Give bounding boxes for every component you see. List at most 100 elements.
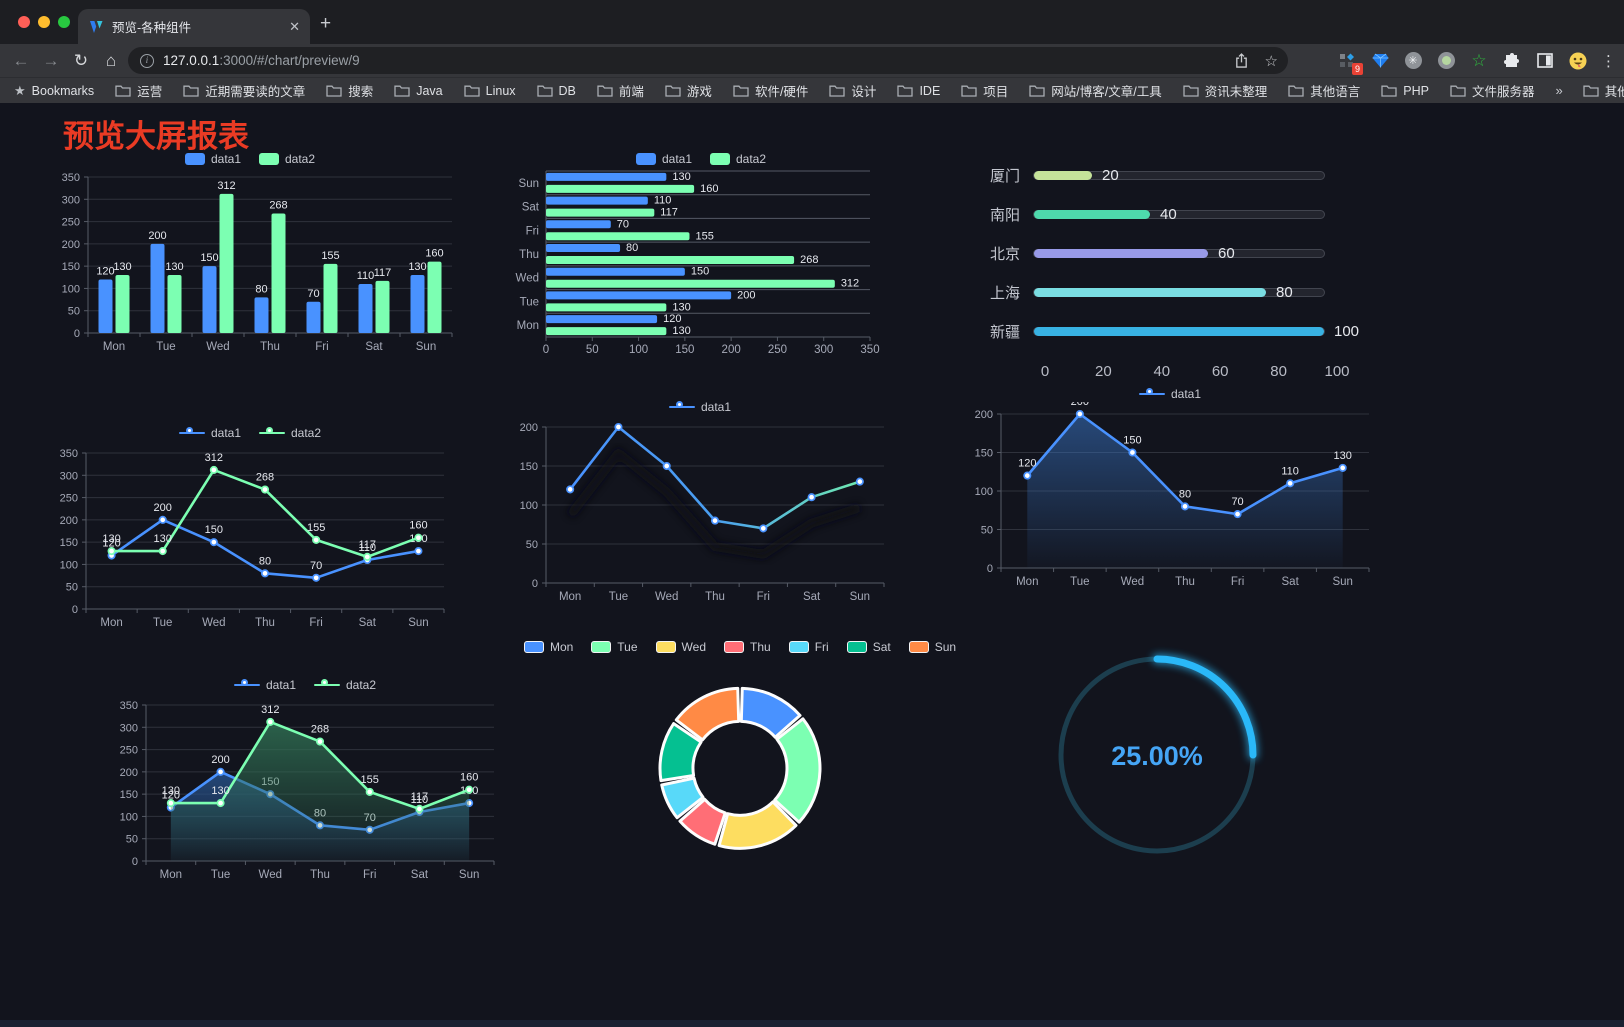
bookmark-folder[interactable]: PHP <box>1381 81 1429 100</box>
legend-item[interactable]: data2 <box>259 426 321 440</box>
data-point <box>315 737 325 746</box>
chart-text: Thu <box>310 869 330 881</box>
legend-item[interactable]: data1 <box>635 152 692 166</box>
data-point <box>1023 471 1032 480</box>
site-info-icon[interactable]: i <box>140 53 154 68</box>
other-bookmarks-folder[interactable]: 其他书签 <box>1583 81 1624 100</box>
legend-label: Wed <box>681 639 706 654</box>
bookmark-folder[interactable]: 前端 <box>597 81 644 100</box>
progress-label: 新疆 <box>989 324 1020 341</box>
chart-text: Sat <box>1282 576 1300 588</box>
chart-text: 150 <box>205 524 223 536</box>
bookmarks-overflow-button[interactable]: » <box>1555 83 1563 98</box>
bookmarks-label: Bookmarks <box>31 83 95 98</box>
progress-row: 北京 60 <box>955 234 1385 273</box>
chart-text: Thu <box>255 617 275 629</box>
bookmark-folder[interactable]: 游戏 <box>665 81 712 100</box>
legend-item[interactable]: Mon <box>523 640 573 654</box>
gem-extension-icon[interactable] <box>1370 51 1390 71</box>
legend-swatch <box>259 152 279 165</box>
legend-swatch <box>523 640 544 653</box>
legend-item[interactable]: data1 <box>233 678 296 692</box>
legend-item[interactable]: Sat <box>846 640 891 654</box>
folder-icon <box>1029 85 1045 97</box>
chart-text: Tue <box>1070 576 1089 588</box>
bar <box>375 280 390 333</box>
bar <box>306 301 321 333</box>
green-star-extension-icon[interactable]: ☆ <box>1469 51 1489 71</box>
chart-text: 80 <box>626 242 638 254</box>
legend-item[interactable]: Tue <box>591 640 638 654</box>
legend-item[interactable]: Thu <box>724 640 771 654</box>
bookmark-folder[interactable]: 资讯未整理 <box>1183 81 1267 100</box>
back-button[interactable]: ← <box>12 50 30 70</box>
legend-item[interactable]: data1 <box>668 399 732 414</box>
chart-text: 120 <box>102 538 120 550</box>
kebab-menu-icon[interactable]: ⋮ <box>1601 52 1616 70</box>
tab-close-icon[interactable]: ✕ <box>289 18 300 34</box>
snowflake-extension-icon[interactable]: ✳ <box>1403 51 1423 71</box>
chart-text: 150 <box>1123 435 1141 447</box>
browser-tab[interactable]: 预览-各种组件 ✕ <box>78 9 310 44</box>
legend-item[interactable]: Sun <box>908 640 956 654</box>
bookmark-folder[interactable]: 运营 <box>115 81 162 100</box>
legend-item[interactable]: Fri <box>788 640 829 654</box>
address-bar[interactable]: i 127.0.0.1:3000/#/chart/preview/9 ☆ <box>128 47 1288 74</box>
bookmark-folder[interactable]: 软件/硬件 <box>733 81 808 100</box>
bookmark-folder[interactable]: Linux <box>463 81 516 100</box>
minimize-window-button[interactable] <box>38 16 50 28</box>
other-bookmarks-label: 其他书签 <box>1604 85 1624 99</box>
maximize-window-button[interactable] <box>58 16 70 28</box>
emoji-extension-icon[interactable] <box>1568 51 1588 71</box>
chart-text: 110 <box>359 542 377 554</box>
bookmark-folder[interactable]: 网站/博客/文章/工具 <box>1029 81 1162 100</box>
tab-strip: 预览-各种组件 ✕ + <box>0 0 1624 44</box>
page-title: 预览大屏报表 <box>63 119 249 154</box>
legend-item[interactable]: data2 <box>314 678 376 692</box>
bookmark-folder[interactable]: 搜索 <box>326 81 373 100</box>
gauge-progress <box>1153 655 1257 759</box>
chart-progress-bars: 厦门 20 南阳 40 北京 60 上海 80 新疆 1 <box>955 150 1385 388</box>
legend-item[interactable]: data2 <box>710 152 766 166</box>
chart-text: 200 <box>154 502 172 514</box>
legend-label: data1 <box>1170 386 1202 401</box>
bookmark-folder[interactable]: 文件服务器 <box>1450 81 1534 100</box>
bookmark-folder[interactable]: 项目 <box>961 81 1008 100</box>
close-window-button[interactable] <box>18 16 30 28</box>
legend-item[interactable]: data1 <box>1138 386 1202 401</box>
chart-text: 300 <box>120 722 138 734</box>
data-point <box>415 804 424 813</box>
bookmark-folder[interactable]: 其他语言 <box>1288 81 1360 100</box>
data-point <box>1233 510 1242 519</box>
legend-item[interactable]: data2 <box>259 152 315 166</box>
chart-text: Wed <box>1121 576 1144 588</box>
progress-label: 上海 <box>989 285 1020 302</box>
data-point <box>662 461 671 471</box>
extension-grid-icon[interactable]: 9 <box>1337 51 1363 75</box>
bookmark-folder[interactable]: 设计 <box>829 81 876 100</box>
chart-text: 250 <box>120 745 138 757</box>
sidepanel-extension-icon[interactable] <box>1535 51 1555 71</box>
chart-text: 100 <box>120 811 138 823</box>
record-extension-icon[interactable] <box>1436 51 1456 71</box>
bar <box>546 184 695 193</box>
legend-item[interactable]: data1 <box>178 426 241 440</box>
new-tab-button[interactable]: + <box>320 13 332 34</box>
bar <box>546 208 655 217</box>
bookmark-folder[interactable]: Java <box>394 81 443 100</box>
bookmark-folder[interactable]: DB <box>536 81 576 100</box>
bookmark-folder[interactable]: 近期需要读的文章 <box>183 81 305 100</box>
share-icon[interactable] <box>1234 52 1249 69</box>
legend-label: data1 <box>700 399 732 414</box>
home-button[interactable]: ⌂ <box>105 50 117 70</box>
legend-item[interactable]: data1 <box>184 152 241 166</box>
legend-item[interactable]: Wed <box>655 639 706 654</box>
forward-button[interactable]: → <box>42 50 60 70</box>
puzzle-extension-icon[interactable] <box>1502 51 1522 71</box>
reload-button[interactable]: ↻ <box>73 50 89 70</box>
bookmark-star-icon[interactable]: ☆ <box>1264 52 1278 70</box>
chart-text: 200 <box>1071 402 1089 408</box>
bookmarks-root[interactable]: ★ Bookmarks <box>14 83 94 99</box>
chart-text: 70 <box>617 218 629 230</box>
bookmark-folder[interactable]: IDE <box>897 81 940 100</box>
